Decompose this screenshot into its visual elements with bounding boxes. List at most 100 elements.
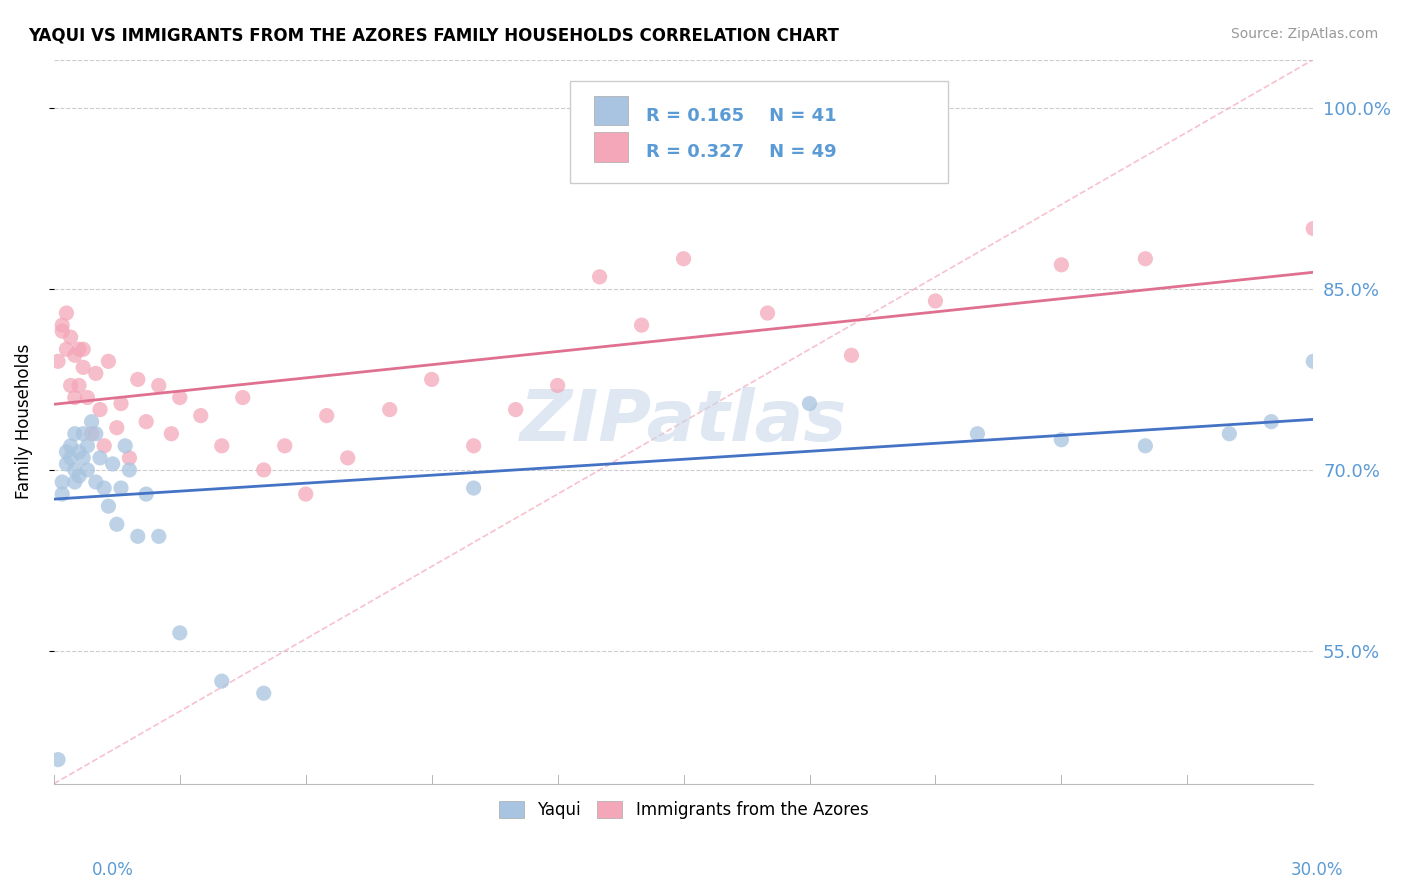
Point <box>80 426 103 441</box>
Point <box>72 343 94 357</box>
Text: Source: ZipAtlas.com: Source: ZipAtlas.com <box>1230 27 1378 41</box>
Point <box>63 475 86 489</box>
Point <box>630 318 652 332</box>
Point <box>160 426 183 441</box>
Point <box>315 409 337 423</box>
Point <box>211 439 233 453</box>
Legend: Yaqui, Immigrants from the Azores: Yaqui, Immigrants from the Azores <box>492 795 875 826</box>
Point <box>294 487 316 501</box>
Text: 30.0%: 30.0% <box>1291 861 1343 879</box>
Point <box>55 445 77 459</box>
Point <box>93 481 115 495</box>
Point <box>84 475 107 489</box>
Text: YAQUI VS IMMIGRANTS FROM THE AZORES FAMILY HOUSEHOLDS CORRELATION CHART: YAQUI VS IMMIGRANTS FROM THE AZORES FAMI… <box>28 27 839 45</box>
Point <box>1135 252 1157 266</box>
Point <box>59 330 82 344</box>
FancyBboxPatch shape <box>595 95 628 126</box>
Point <box>72 426 94 441</box>
Point <box>1302 354 1324 368</box>
Point <box>63 426 86 441</box>
Point <box>63 348 86 362</box>
Point <box>253 463 276 477</box>
Point <box>135 415 157 429</box>
Point <box>420 372 443 386</box>
Point <box>51 475 73 489</box>
Point <box>89 450 111 465</box>
Point <box>72 450 94 465</box>
Point <box>1302 221 1324 235</box>
Point <box>97 499 120 513</box>
Point <box>336 450 359 465</box>
Point <box>148 529 170 543</box>
Point <box>1050 258 1073 272</box>
Point <box>105 420 128 434</box>
Point <box>378 402 401 417</box>
Point <box>76 391 98 405</box>
Point <box>46 354 69 368</box>
Point <box>169 391 191 405</box>
Point <box>148 378 170 392</box>
Point <box>76 463 98 477</box>
Point <box>799 396 821 410</box>
Point <box>756 306 779 320</box>
Point <box>55 343 77 357</box>
Point <box>67 378 90 392</box>
Point <box>505 402 527 417</box>
Point <box>253 686 276 700</box>
Point <box>46 753 69 767</box>
Point <box>127 529 149 543</box>
Point <box>135 487 157 501</box>
Point <box>80 415 103 429</box>
Point <box>59 439 82 453</box>
Point <box>51 487 73 501</box>
Point <box>97 354 120 368</box>
Point <box>169 625 191 640</box>
Point <box>67 445 90 459</box>
Text: 0.0%: 0.0% <box>91 861 134 879</box>
Point <box>63 391 86 405</box>
Point <box>1260 415 1282 429</box>
Point <box>89 402 111 417</box>
Point <box>1135 439 1157 453</box>
Point <box>72 360 94 375</box>
Point <box>274 439 297 453</box>
Point <box>105 517 128 532</box>
Point <box>211 674 233 689</box>
Point <box>67 343 90 357</box>
Point <box>232 391 254 405</box>
Point <box>672 252 695 266</box>
Point <box>76 439 98 453</box>
Point <box>101 457 124 471</box>
Point <box>59 450 82 465</box>
Point <box>51 324 73 338</box>
Point <box>55 306 77 320</box>
Point <box>118 463 141 477</box>
Point <box>63 463 86 477</box>
Point <box>55 457 77 471</box>
Point <box>118 450 141 465</box>
Point <box>84 426 107 441</box>
Point <box>547 378 569 392</box>
Point <box>190 409 212 423</box>
Point <box>463 481 485 495</box>
Text: ZIPatlas: ZIPatlas <box>520 387 848 456</box>
Point <box>1218 426 1240 441</box>
Point <box>67 469 90 483</box>
FancyBboxPatch shape <box>571 81 948 183</box>
Point <box>463 439 485 453</box>
Text: R = 0.327    N = 49: R = 0.327 N = 49 <box>645 144 837 161</box>
Point <box>51 318 73 332</box>
Point <box>966 426 988 441</box>
Point <box>110 396 132 410</box>
Point <box>127 372 149 386</box>
Point <box>93 439 115 453</box>
Y-axis label: Family Households: Family Households <box>15 344 32 500</box>
Point <box>110 481 132 495</box>
Point <box>1050 433 1073 447</box>
Text: R = 0.165    N = 41: R = 0.165 N = 41 <box>645 107 837 125</box>
Point <box>841 348 863 362</box>
Point <box>84 367 107 381</box>
Point <box>114 439 136 453</box>
Point <box>59 378 82 392</box>
Point <box>924 293 946 308</box>
